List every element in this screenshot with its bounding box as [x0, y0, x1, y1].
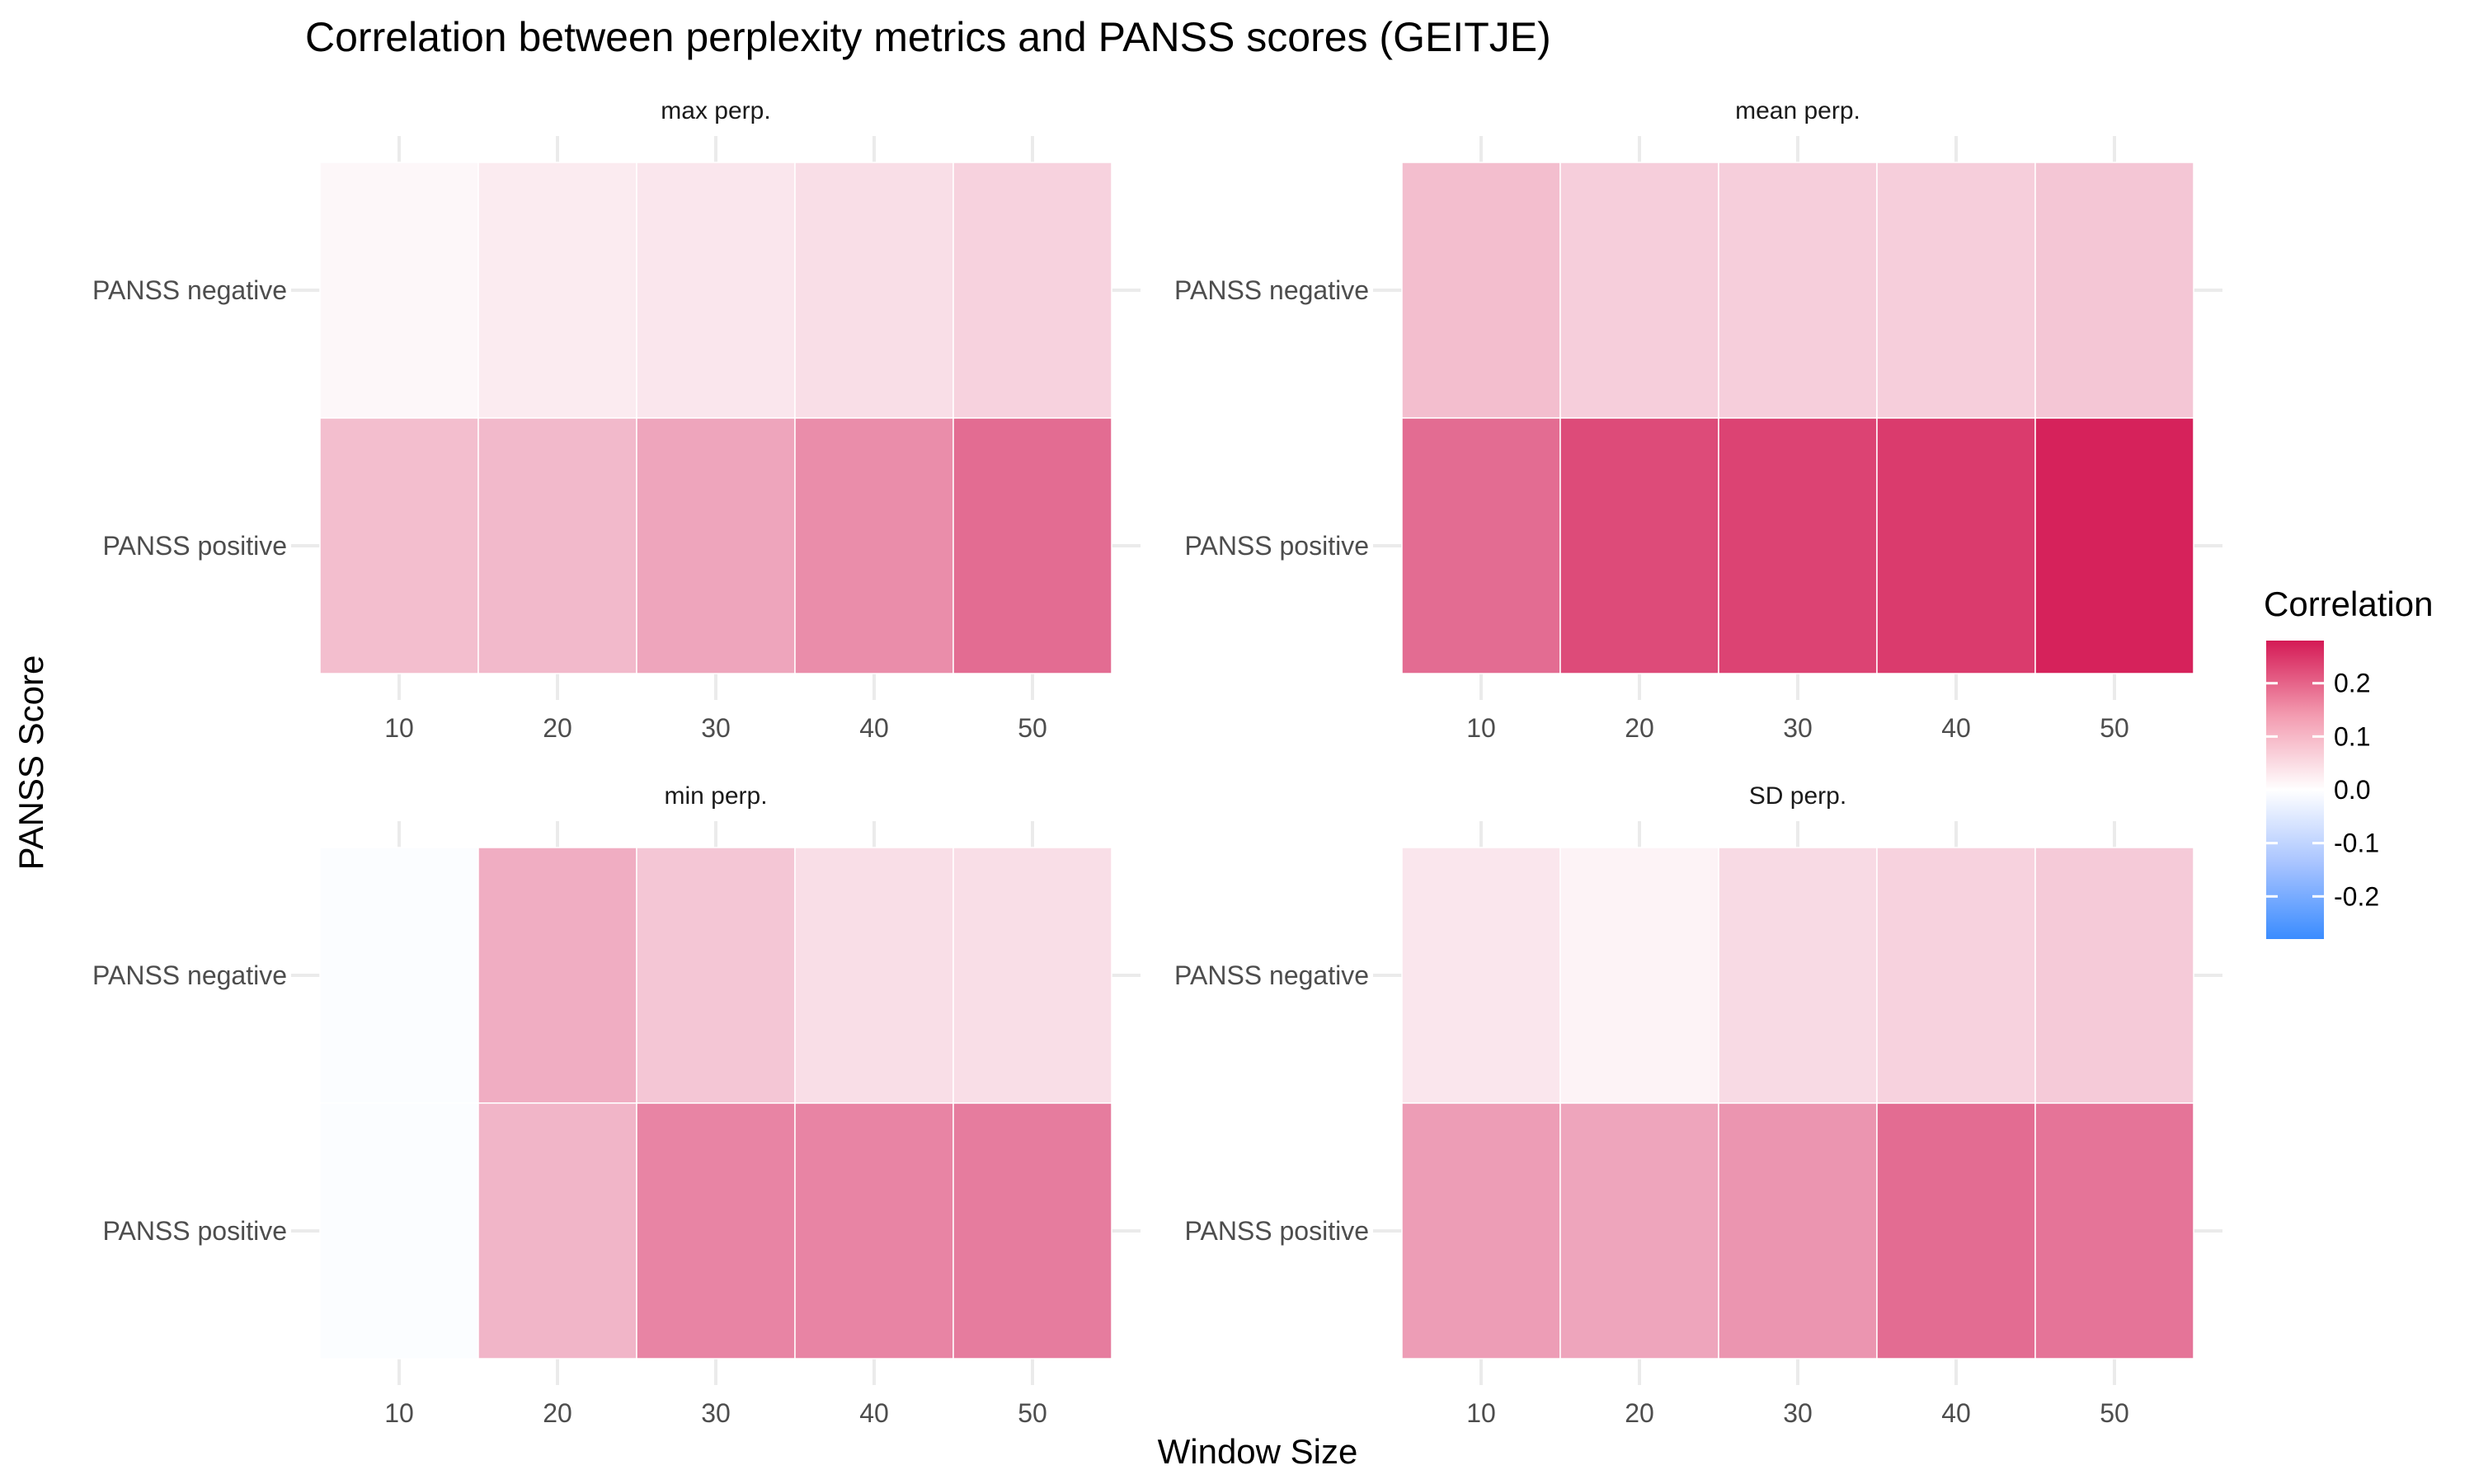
heatmap-tile — [794, 417, 954, 674]
x-tick-label: 10 — [384, 713, 414, 743]
heatmap-tile — [1876, 417, 2036, 674]
legend-label: 0.0 — [2334, 775, 2370, 805]
x-tick-label: 50 — [2100, 713, 2129, 743]
heatmap-tile — [1559, 162, 1719, 419]
x-tick-label: 40 — [1941, 713, 1971, 743]
heatmap-tile — [1718, 1102, 1878, 1360]
heatmap-tile — [1401, 162, 1561, 419]
x-tick-label: 30 — [701, 713, 731, 743]
x-tick-label: 40 — [1941, 1398, 1971, 1428]
facet-strip-label: SD perp. — [1749, 782, 1846, 810]
heatmap-tile — [952, 847, 1112, 1104]
heatmap-tile — [636, 417, 796, 674]
heatmap-tile — [319, 417, 479, 674]
heatmap-tile — [636, 847, 796, 1104]
chart-title: Correlation between perplexity metrics a… — [305, 14, 1551, 60]
heatmap-tile — [1401, 847, 1561, 1104]
legend-label: 0.1 — [2334, 721, 2370, 751]
heatmap-tile — [794, 1102, 954, 1360]
x-tick-label: 20 — [1625, 713, 1654, 743]
heatmap-tile — [1559, 417, 1719, 674]
y-tick-label: PANSS negative — [1174, 275, 1369, 305]
x-tick-label: 10 — [384, 1398, 414, 1428]
heatmap-tile — [636, 162, 796, 419]
facet-strip-label: max perp. — [661, 97, 770, 124]
y-axis-title: PANSS Score — [12, 655, 50, 871]
heatmap-tile — [1401, 417, 1561, 674]
legend-label: -0.1 — [2334, 829, 2379, 858]
legend-label: 0.2 — [2334, 669, 2370, 698]
heatmap-tile — [2034, 847, 2194, 1104]
x-tick-label: 40 — [859, 713, 889, 743]
x-tick-label: 20 — [1625, 1398, 1654, 1428]
x-tick-label: 50 — [1018, 1398, 1047, 1428]
x-tick-label: 30 — [1783, 713, 1813, 743]
heatmap-tile — [477, 417, 637, 674]
legend-label: -0.2 — [2334, 881, 2379, 911]
heatmap-tile — [2034, 162, 2194, 419]
facet-panel: min perp. PANSS negative PANSS positive 10 2… — [92, 782, 1141, 1428]
x-tick-label: 20 — [543, 713, 572, 743]
heatmap-tile — [794, 847, 954, 1104]
heatmap-tile — [636, 1102, 796, 1360]
x-axis-title: Window Size — [1158, 1432, 1358, 1471]
heatmap-tile — [1718, 162, 1878, 419]
x-tick-label: 20 — [543, 1398, 572, 1428]
heatmap-tile — [1718, 847, 1878, 1104]
facet-strip-label: min perp. — [664, 782, 767, 810]
facet-panel: mean perp. PANSS negative PANSS positive 10… — [1174, 97, 2222, 743]
heatmap-tile — [1876, 162, 2036, 419]
y-tick-label: PANSS positive — [1185, 531, 1370, 561]
heatmap-tile — [319, 847, 479, 1104]
facet-strip-label: mean perp. — [1735, 97, 1860, 124]
heatmap-tile — [1876, 1102, 2036, 1360]
facet-panel: SD perp. PANSS negative PANSS positive 10 20… — [1174, 782, 2222, 1428]
x-tick-label: 50 — [2100, 1398, 2129, 1428]
heatmap-tile — [1559, 1102, 1719, 1360]
x-tick-label: 30 — [1783, 1398, 1813, 1428]
heatmap-tile — [2034, 417, 2194, 674]
facet-panels: max perp. PANSS negative PANSS positive 10 2… — [92, 97, 2222, 1428]
heatmap-tile — [477, 1102, 637, 1360]
heatmap-tile — [952, 1102, 1112, 1360]
y-tick-label: PANSS positive — [103, 1216, 288, 1246]
y-tick-label: PANSS negative — [1174, 960, 1369, 990]
heatmap-tile — [2034, 1102, 2194, 1360]
x-tick-label: 10 — [1466, 713, 1496, 743]
heatmap-tile — [794, 162, 954, 419]
heatmap-tile — [319, 162, 479, 419]
color-legend: Correlation 0.2 0.1 0.0 -0.1 -0.2 — [2264, 585, 2433, 939]
facet-panel: max perp. PANSS negative PANSS positive 10 2… — [92, 97, 1141, 743]
y-tick-label: PANSS negative — [92, 275, 287, 305]
heatmap-tile — [477, 162, 637, 419]
heatmap-tile — [477, 847, 637, 1104]
heatmap-tile — [952, 162, 1112, 419]
y-tick-label: PANSS positive — [1185, 1216, 1370, 1246]
legend-title: Correlation — [2264, 585, 2433, 623]
heatmap-tile — [1401, 1102, 1561, 1360]
x-tick-label: 30 — [701, 1398, 731, 1428]
y-tick-label: PANSS positive — [103, 531, 288, 561]
heatmap-tile — [319, 1102, 479, 1360]
y-tick-label: PANSS negative — [92, 960, 287, 990]
x-tick-label: 50 — [1018, 713, 1047, 743]
x-tick-label: 10 — [1466, 1398, 1496, 1428]
heatmap-tile — [952, 417, 1112, 674]
heatmap-tile — [1876, 847, 2036, 1104]
x-tick-label: 40 — [859, 1398, 889, 1428]
heatmap-tile — [1718, 417, 1878, 674]
heatmap-tile — [1559, 847, 1719, 1104]
